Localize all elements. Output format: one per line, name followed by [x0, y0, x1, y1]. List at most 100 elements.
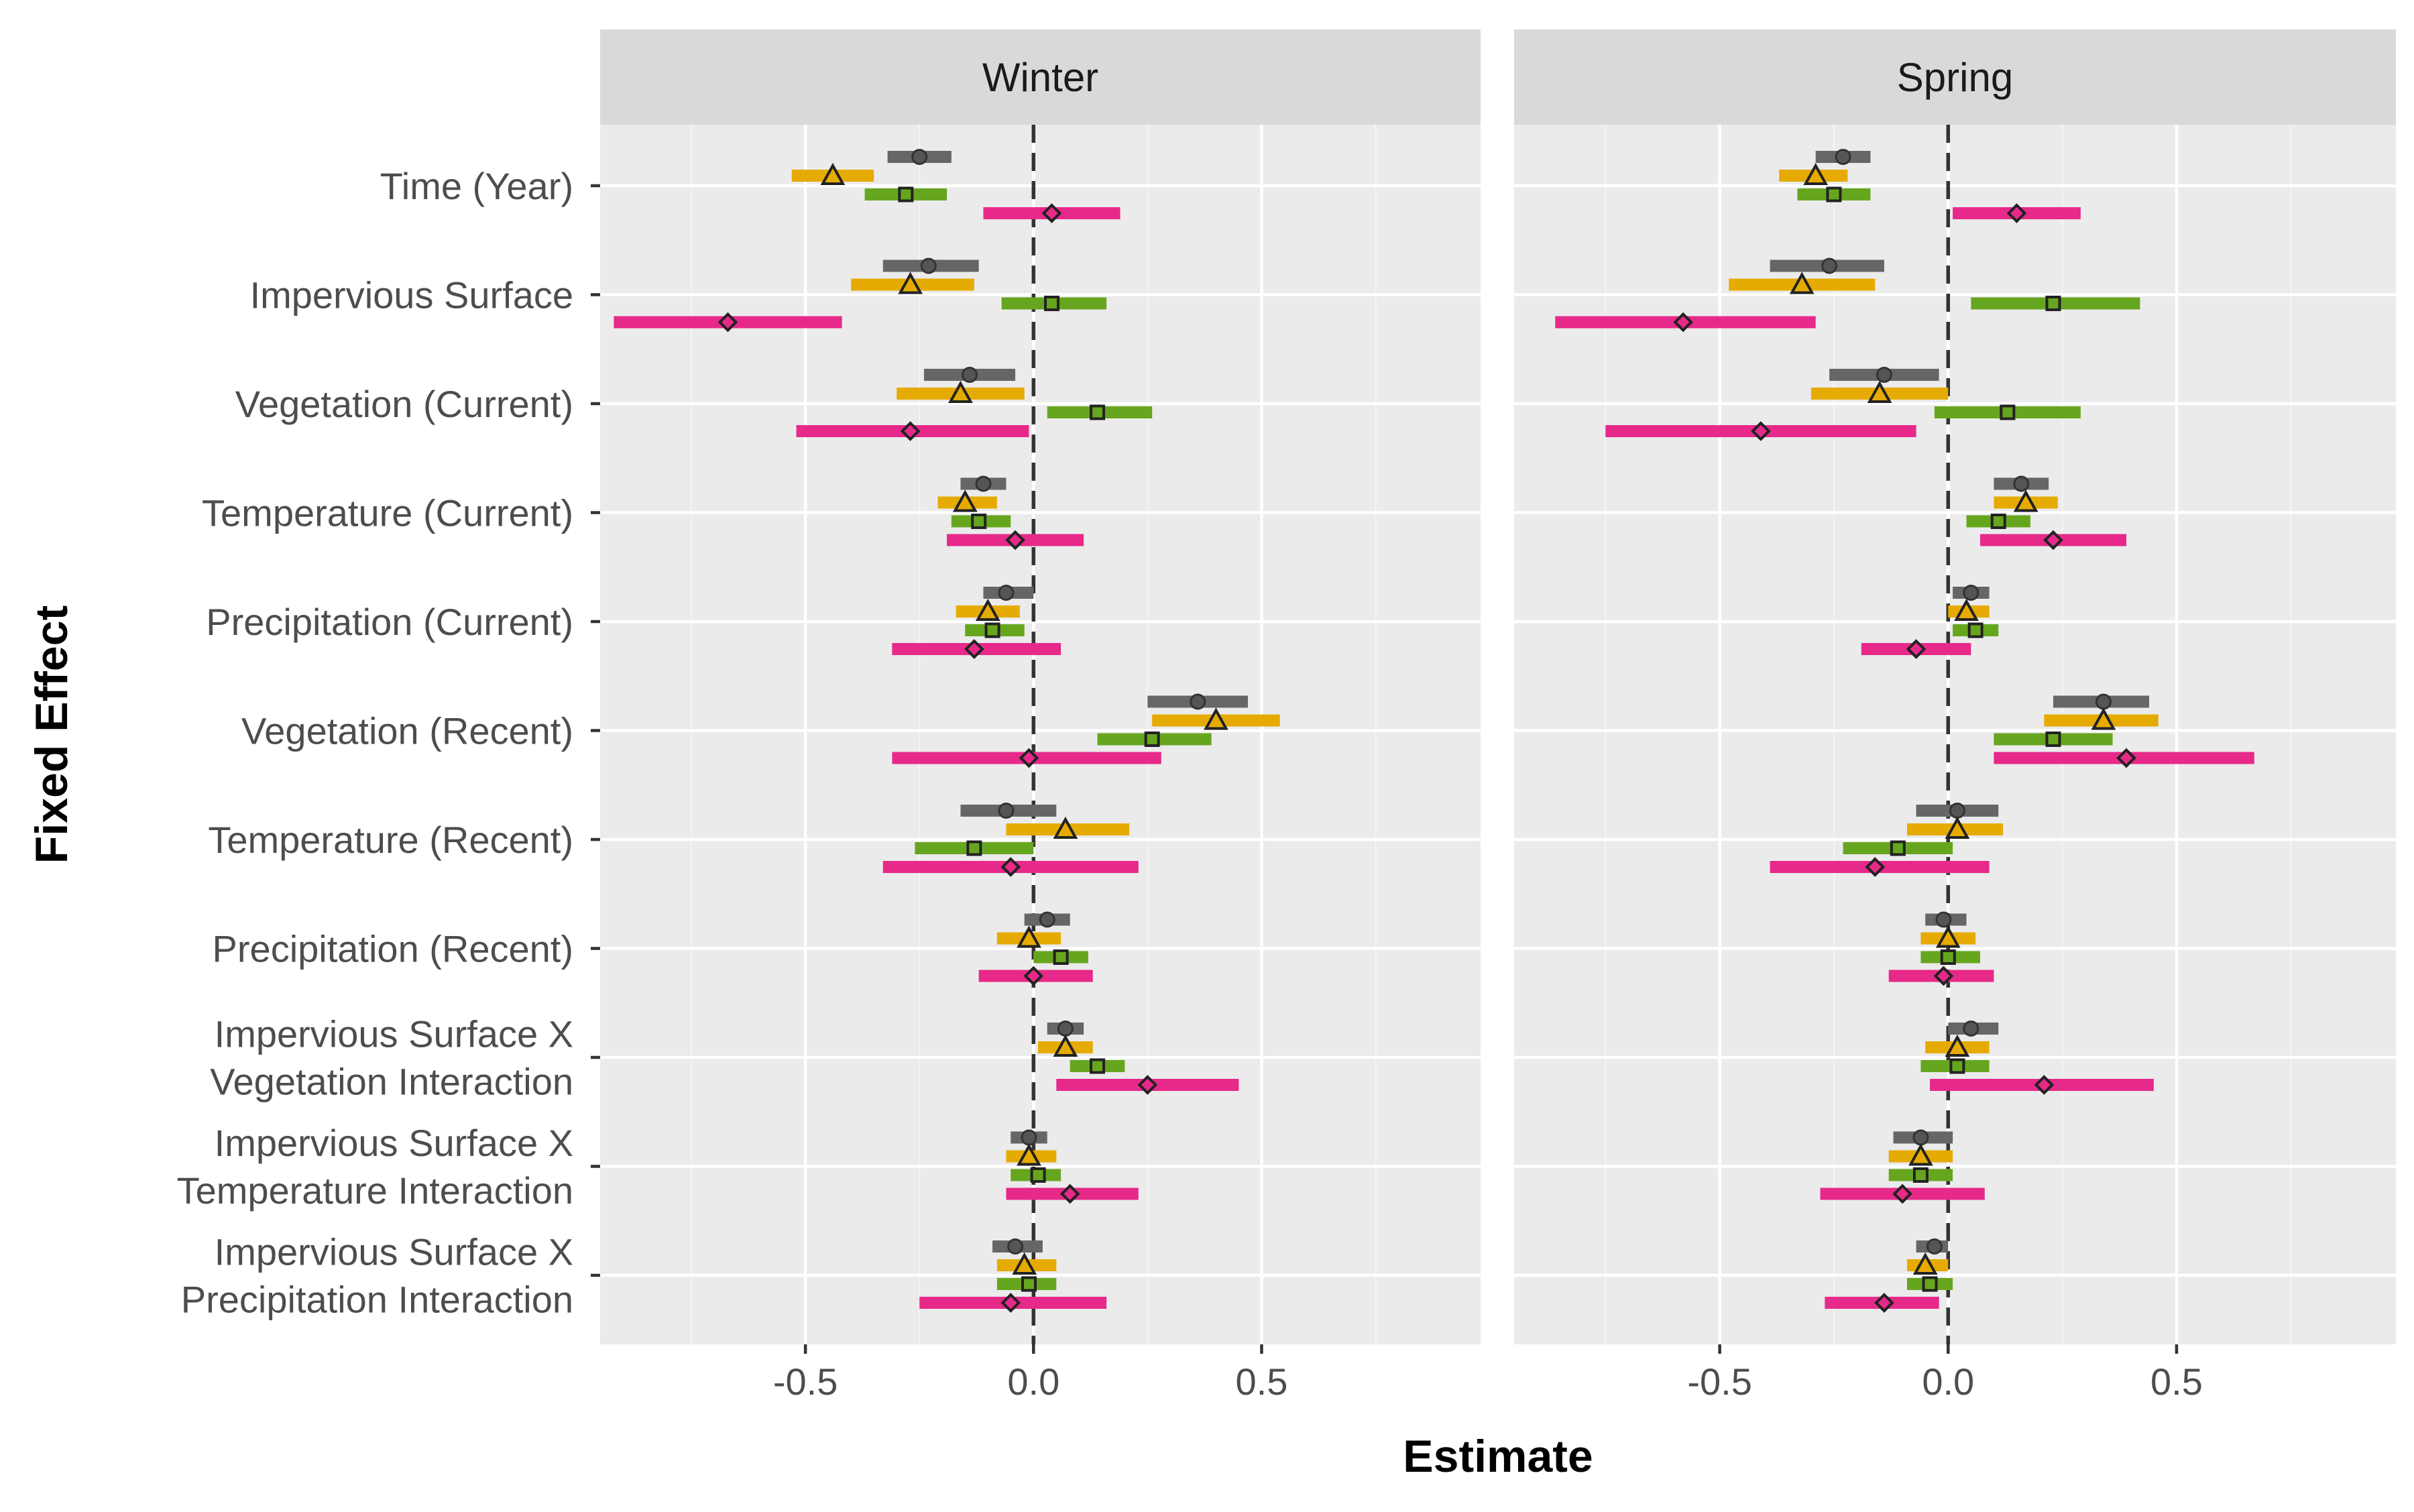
point-estimate-circle	[2095, 693, 2112, 710]
y-tick-label: Temperature (Current)	[202, 492, 573, 534]
point-estimate-square	[1090, 1058, 1106, 1074]
point-estimate-triangle	[1789, 272, 1815, 294]
point-estimate-triangle	[898, 272, 923, 294]
point-estimate-circle	[975, 475, 992, 492]
point-estimate-diamond	[1906, 639, 1927, 659]
point-estimate-square	[1044, 296, 1060, 311]
point-estimate-triangle	[1803, 162, 1829, 185]
point-estimate-circle	[1912, 1129, 1929, 1146]
point-estimate-diamond	[2034, 1075, 2055, 1095]
point-estimate-square	[1940, 949, 1956, 965]
point-estimate-square	[1090, 404, 1106, 420]
panel-spring: Spring -0.5 0.0 0.5	[1514, 30, 2396, 1403]
panel-background	[1514, 125, 2396, 1344]
point-estimate-square	[1030, 1167, 1046, 1183]
point-estimate-triangle	[2091, 707, 2116, 730]
point-estimate-circle	[2013, 475, 2030, 492]
point-estimate-square	[1053, 949, 1069, 965]
y-tick-label: Impervious Surface X	[215, 1013, 573, 1055]
panel-strip-title: Winter	[982, 55, 1098, 100]
point-estimate-diamond	[1892, 1183, 1912, 1204]
point-estimate-triangle	[1945, 816, 1970, 839]
point-estimate-square	[2000, 404, 2016, 420]
point-estimate-diamond	[2006, 203, 2027, 223]
point-estimate-square	[1826, 186, 1842, 202]
point-estimate-triangle	[2013, 489, 2038, 512]
point-estimate-circle	[1926, 1238, 1943, 1255]
y-tick-label: Precipitation (Current)	[206, 601, 573, 643]
x-tick-label: 0.5	[2150, 1360, 2203, 1403]
panel-strip	[600, 30, 1481, 125]
point-estimate-diamond	[900, 421, 921, 441]
point-estimate-diamond	[1933, 966, 1954, 986]
y-tick-label: Temperature (Recent)	[208, 819, 573, 861]
point-estimate-diamond	[1000, 1293, 1021, 1313]
x-tick-label: 0.5	[1236, 1360, 1288, 1403]
point-estimate-square	[2045, 296, 2061, 311]
y-tick-label: Impervious Surface	[250, 274, 573, 316]
point-estimate-circle	[998, 803, 1015, 819]
point-estimate-square	[971, 514, 987, 529]
y-tick-label: Vegetation Interaction	[210, 1061, 573, 1103]
point-estimate-triangle	[1954, 598, 1979, 621]
point-estimate-circle	[920, 257, 937, 274]
point-estimate-circle	[1007, 1238, 1024, 1255]
point-estimate-square	[1912, 1167, 1929, 1183]
point-estimate-triangle	[1945, 1034, 1970, 1057]
point-estimate-circle	[1963, 585, 1979, 601]
point-estimate-triangle	[952, 489, 978, 512]
panel-winter: Winter -0.5 0.0 0.5	[600, 30, 1481, 1403]
y-tick-label: Temperature Interaction	[177, 1169, 573, 1212]
point-estimate-diamond	[964, 639, 984, 659]
point-estimate-diamond	[1059, 1183, 1080, 1204]
x-tick-label: -0.5	[773, 1360, 838, 1403]
point-estimate-triangle	[820, 162, 846, 185]
point-estimate-square	[1922, 1276, 1938, 1292]
point-estimate-square	[1021, 1276, 1037, 1292]
point-estimate-square	[1967, 622, 1984, 638]
y-tick-label: Impervious Surface X	[215, 1122, 573, 1164]
panel-strip	[1514, 30, 2396, 125]
point-estimate-square	[1990, 514, 2006, 529]
point-estimate-square	[984, 622, 1000, 638]
point-estimate-diamond	[1005, 530, 1025, 550]
point-estimate-circle	[1039, 911, 1055, 928]
point-estimate-circle	[1835, 149, 1851, 165]
point-estimate-circle	[1057, 1021, 1074, 1037]
point-estimate-diamond	[1751, 421, 1771, 441]
point-estimate-circle	[1935, 911, 1952, 928]
point-estimate-circle	[1949, 803, 1965, 819]
y-tick-label: Precipitation (Recent)	[213, 928, 573, 970]
point-estimate-square	[1890, 840, 1906, 856]
panel-strip-title: Spring	[1897, 55, 2013, 100]
point-estimate-circle	[962, 367, 978, 383]
y-tick-label: Time (Year)	[380, 165, 573, 207]
point-estimate-square	[1144, 732, 1160, 747]
point-estimate-diamond	[717, 312, 738, 333]
point-estimate-circle	[1021, 1129, 1037, 1146]
x-tick-label: 0.0	[1922, 1360, 1974, 1403]
y-axis-title: Fixed Effect	[26, 605, 77, 864]
point-estimate-square	[898, 186, 914, 202]
point-estimate-triangle	[1908, 1143, 1933, 1166]
point-estimate-diamond	[1000, 857, 1021, 877]
point-estimate-diamond	[1019, 748, 1039, 768]
point-estimate-triangle	[1912, 1252, 1938, 1275]
point-estimate-triangle	[1204, 707, 1228, 730]
point-estimate-triangle	[1012, 1252, 1037, 1275]
y-tick-label: Impervious Surface X	[215, 1231, 573, 1273]
point-estimate-triangle	[1935, 925, 1961, 948]
point-estimate-square	[2045, 732, 2061, 747]
point-estimate-diamond	[2043, 530, 2063, 550]
point-estimate-circle	[1876, 367, 1892, 383]
point-estimate-diamond	[2116, 748, 2136, 768]
point-estimate-diamond	[1023, 966, 1044, 986]
point-estimate-diamond	[1874, 1293, 1894, 1313]
y-tick-label: Precipitation Interaction	[181, 1279, 573, 1321]
point-estimate-triangle	[1053, 1034, 1078, 1057]
point-estimate-square	[966, 840, 982, 856]
point-estimate-triangle	[948, 380, 973, 403]
point-estimate-triangle	[1867, 380, 1892, 403]
point-estimate-circle	[911, 149, 928, 165]
point-estimate-circle	[998, 585, 1015, 601]
